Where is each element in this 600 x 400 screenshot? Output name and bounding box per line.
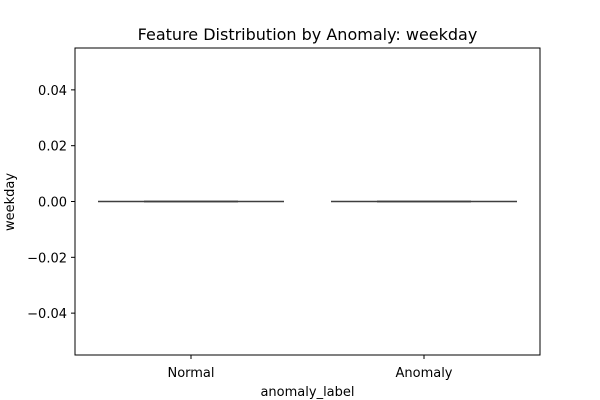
x-axis-ticks: Normal Anomaly [167, 355, 453, 381]
y-tick-label: −0.02 [27, 251, 67, 266]
chart-title: Feature Distribution by Anomaly: weekday [138, 25, 478, 44]
x-tick-label: Anomaly [395, 366, 452, 381]
y-tick-label: 0.02 [38, 140, 67, 155]
y-axis-ticks: 0.04 0.02 0.00 −0.02 −0.04 [27, 84, 75, 322]
y-tick-label: −0.04 [27, 307, 67, 322]
x-tick-label: Normal [167, 366, 214, 381]
y-axis-label: weekday [3, 173, 18, 231]
y-tick-label: 0.00 [38, 196, 67, 211]
x-axis-label: anomaly_label [260, 385, 354, 400]
y-tick-label: 0.04 [38, 84, 67, 99]
